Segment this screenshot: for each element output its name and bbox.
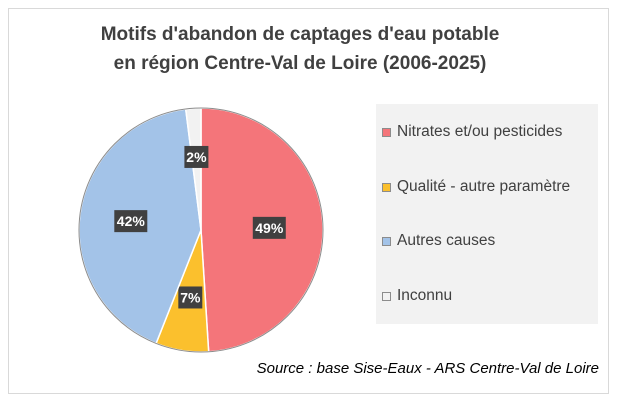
legend-swatch [382,291,391,301]
data-label-box [184,145,209,168]
legend-item-4: Inconnu [382,287,452,305]
legend-item-3: Autres causes [382,232,495,250]
chart-source: Source : base Sise-Eaux - ARS Centre-Val… [256,360,599,377]
pie-chart: 49% 7% 42% 2% [78,107,324,353]
legend-swatch [382,236,391,246]
data-label-box [178,286,203,309]
legend-label: Qualité - autre paramètre [397,178,571,195]
data-label-text: 7% [180,289,201,305]
legend-swatch [382,182,391,192]
legend-label: Inconnu [397,287,453,304]
data-label-box [114,210,148,233]
data-label-2: 7% [178,286,203,309]
legend-item-1: Nitrates et/ou pesticides [382,123,562,141]
pie-outline [78,107,324,353]
legend-label: Nitrates et/ou pesticides [397,123,563,140]
chart-title-line-1: Motifs d'abandon de captages d'eau potab… [100,24,500,45]
data-label-text: 42% [117,213,146,229]
chart-legend: Nitrates et/ou pesticides Qualité - autre… [376,104,598,324]
data-label-text: 2% [186,149,207,165]
chart-subtitle: en région Centre-Val de Loire (2006-2025… [113,53,487,74]
data-label-1: 49% [252,216,286,239]
legend-swatch [382,127,391,137]
data-label-box [252,216,286,239]
data-label-3: 42% [114,210,148,233]
data-label-4: 2% [184,145,209,168]
legend-item-2: Qualité - autre paramètre [382,178,570,196]
legend-label: Autres causes [397,232,496,249]
data-label-text: 49% [255,220,284,236]
chart-title: Motifs d'abandon de captages d'eau potab… [70,20,530,78]
